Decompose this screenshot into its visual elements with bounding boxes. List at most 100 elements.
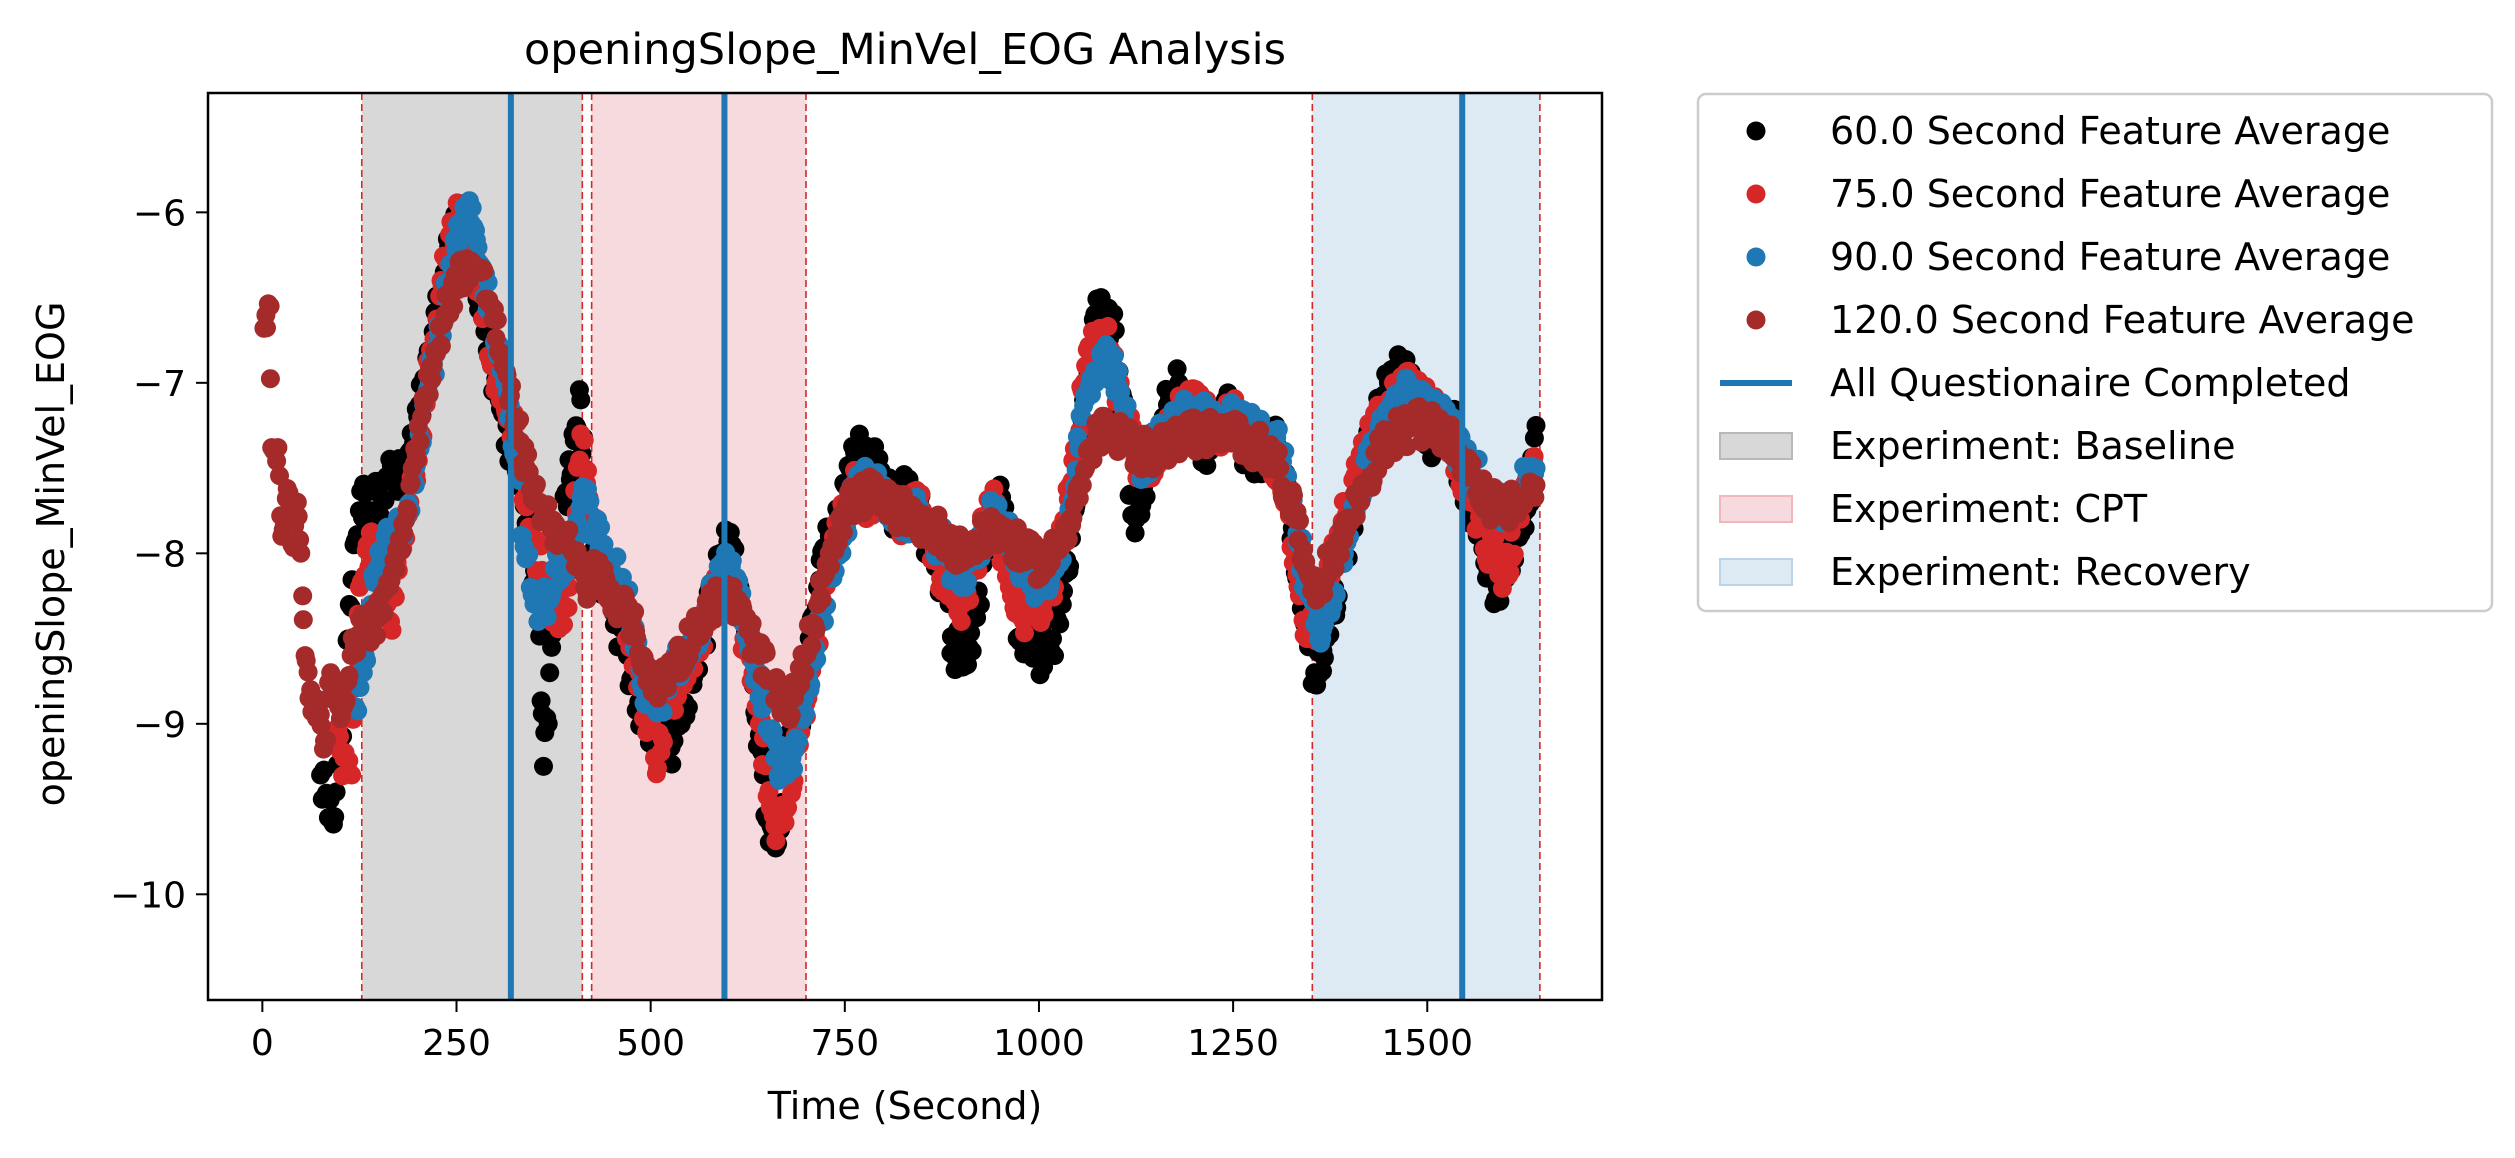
data-point (1526, 416, 1546, 435)
data-point (788, 731, 808, 751)
data-point (1015, 623, 1034, 643)
legend-marker (1746, 310, 1766, 330)
legend-marker (1746, 184, 1766, 204)
y-tick-label: −9 (133, 705, 186, 746)
y-tick-label: −7 (133, 364, 186, 405)
data-point (325, 807, 345, 827)
legend-marker (1746, 121, 1766, 141)
legend-patch (1719, 495, 1793, 523)
y-axis-label: openingSlope_MinVel_EOG (29, 302, 73, 807)
legend-label: 60.0 Second Feature Average (1830, 109, 2390, 153)
data-point (1500, 563, 1520, 582)
data-point (518, 445, 538, 465)
data-point (407, 450, 427, 470)
data-point (1284, 485, 1303, 505)
data-point (291, 543, 311, 563)
data-point (526, 474, 546, 494)
data-point (1109, 361, 1128, 381)
data-point (594, 534, 614, 554)
data-point (607, 547, 627, 567)
data-point (1290, 511, 1309, 531)
data-point (537, 607, 557, 627)
data-point (1268, 419, 1288, 439)
data-point (1346, 507, 1366, 527)
data-point (382, 620, 402, 640)
data-point (796, 704, 815, 724)
data-point (287, 492, 307, 512)
y-tick-label: −10 (110, 875, 186, 916)
data-point (821, 556, 840, 576)
data-point (326, 782, 346, 802)
data-point (342, 765, 362, 785)
x-tick-label: 500 (616, 1023, 685, 1064)
data-point (580, 491, 600, 511)
data-point (257, 318, 276, 338)
data-point (293, 586, 313, 606)
legend-label: Experiment: Baseline (1830, 424, 2236, 468)
data-point (444, 296, 464, 316)
data-point (627, 628, 647, 648)
data-point (1136, 487, 1156, 507)
data-point (571, 390, 591, 410)
data-point (1045, 646, 1064, 666)
data-point (347, 643, 367, 663)
data-point (558, 598, 578, 618)
data-point (1098, 317, 1118, 336)
data-point (1397, 437, 1417, 457)
data-point (806, 620, 826, 639)
legend-label: All Questionaire Completed (1830, 361, 2351, 405)
data-point (1526, 475, 1546, 495)
data-point (574, 430, 594, 450)
data-point (554, 615, 573, 635)
data-point (756, 643, 776, 663)
y-axis: −10 −9 −8 −7 −6 (110, 193, 208, 916)
data-point (1034, 605, 1054, 625)
data-point (812, 590, 832, 609)
legend-frame (1696, 92, 2494, 613)
data-point (577, 589, 597, 609)
scatter-points (254, 191, 1546, 858)
data-point (392, 541, 412, 561)
data-point (591, 517, 611, 537)
x-tick-label: 1250 (1187, 1023, 1279, 1064)
span-2 (591, 93, 806, 1000)
data-point (784, 759, 804, 779)
data-point (510, 410, 530, 429)
data-point (339, 666, 359, 685)
data-point (766, 831, 786, 851)
data-point (1117, 396, 1137, 416)
data-point (268, 438, 288, 458)
data-point (1485, 529, 1505, 549)
data-point (1104, 346, 1124, 366)
data-point (431, 336, 451, 356)
data-point (1050, 614, 1070, 634)
data-point (1268, 442, 1288, 462)
data-point (298, 662, 318, 682)
data-point (951, 612, 971, 631)
data-point (487, 310, 507, 330)
data-point (540, 663, 560, 683)
data-point (1331, 545, 1350, 565)
legend-label: 120.0 Second Feature Average (1830, 298, 2415, 342)
x-tick-label: 1500 (1381, 1023, 1473, 1064)
data-point (386, 559, 406, 579)
legend-patch (1719, 432, 1793, 460)
data-point (742, 614, 762, 633)
x-axis: 0 250 500 750 1000 1250 1500 (251, 1000, 1473, 1064)
data-point (578, 461, 597, 481)
data-point (1125, 523, 1145, 543)
data-point (260, 296, 280, 316)
data-point (260, 369, 280, 389)
legend-label: 75.0 Second Feature Average (1830, 172, 2390, 216)
y-tick-label: −8 (133, 534, 186, 575)
data-point (1043, 629, 1062, 649)
data-point (648, 758, 667, 778)
data-point (653, 732, 673, 752)
data-point (957, 572, 977, 592)
data-point (625, 602, 645, 622)
x-tick-label: 0 (251, 1023, 274, 1064)
data-point (317, 730, 336, 750)
legend-label: Experiment: Recovery (1830, 550, 2251, 594)
chart-title: openingSlope_MinVel_EOG Analysis (524, 25, 1286, 75)
